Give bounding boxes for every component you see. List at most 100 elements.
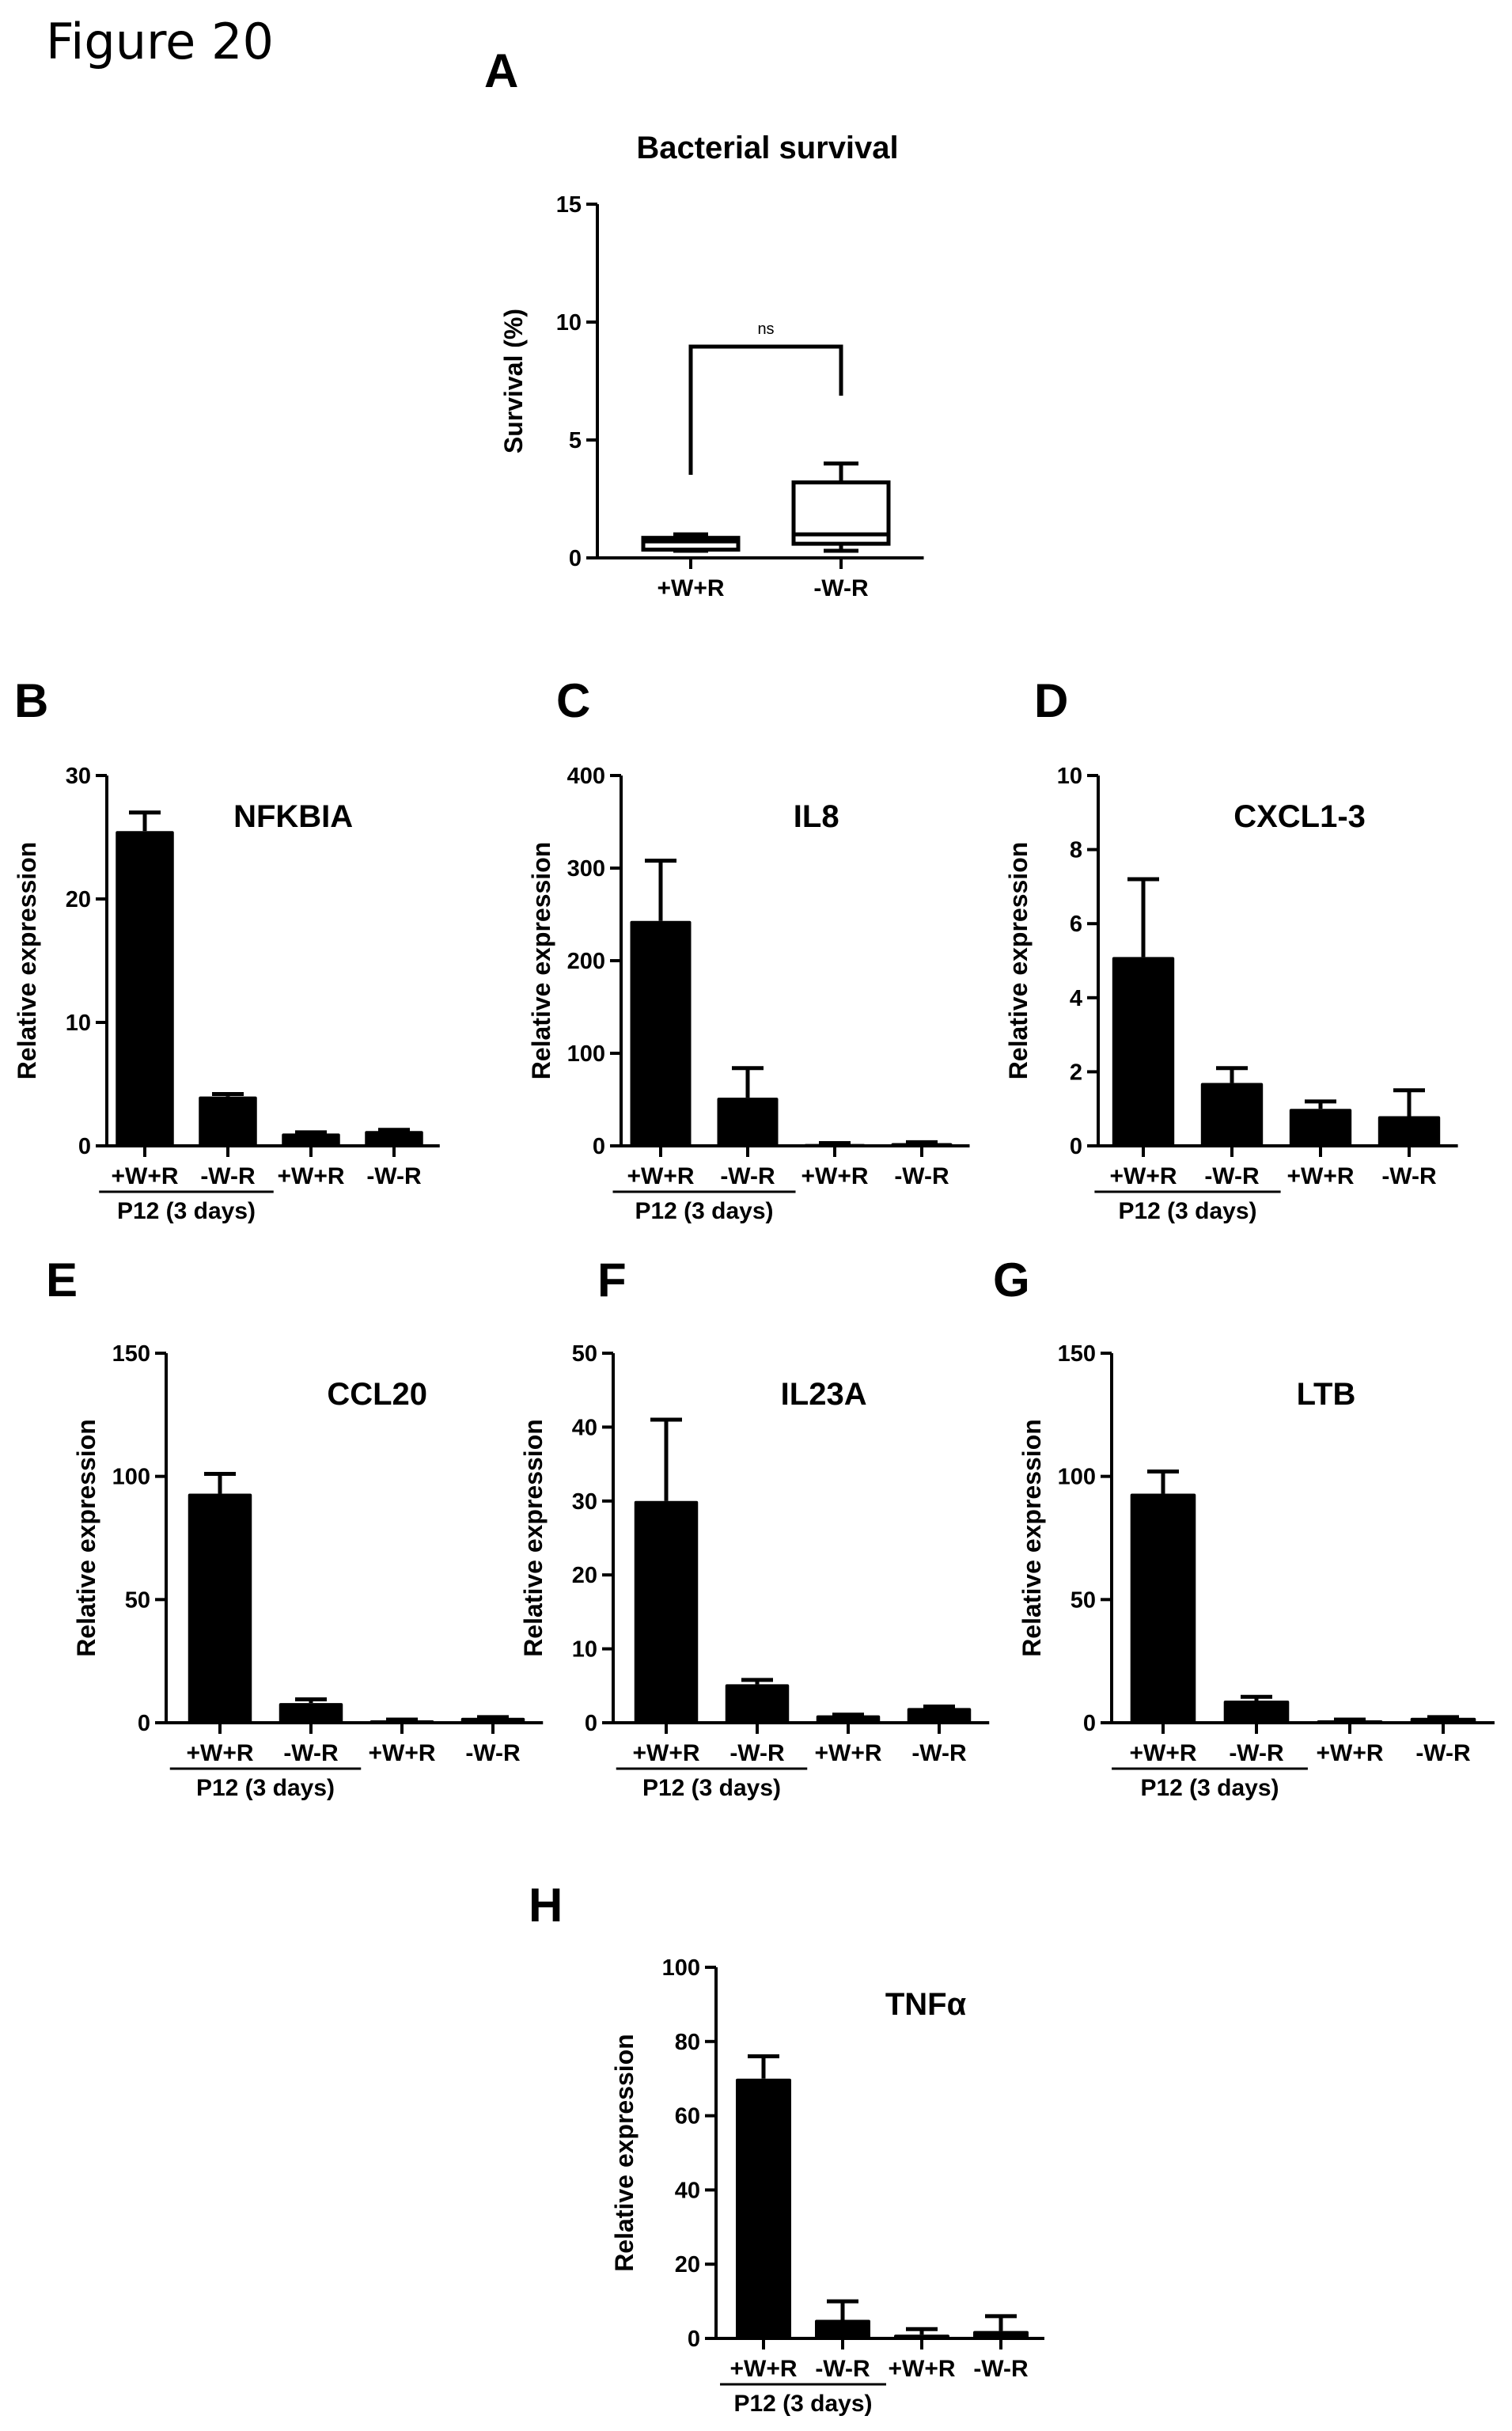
- bar: [736, 2078, 791, 2338]
- x-tick-label: +W+R: [111, 1163, 178, 1189]
- x-tick-label: +W+R: [368, 1740, 435, 1766]
- chart-title: IL23A: [781, 1377, 867, 1412]
- panel-letter: A: [484, 44, 518, 97]
- x-tick-label: +W+R: [277, 1163, 344, 1189]
- panel-letter: B: [14, 674, 48, 727]
- y-tick-label: 5: [569, 428, 582, 453]
- panel-letter: H: [529, 1879, 563, 1932]
- y-tick-label: 10: [66, 1011, 91, 1036]
- x-tick-label: -W-R: [283, 1740, 339, 1766]
- bar: [973, 2330, 1029, 2338]
- x-tick-label: +W+R: [627, 1163, 694, 1189]
- x-tick-label: +W+R: [888, 2356, 955, 2382]
- x-tick-label: +W+R: [632, 1740, 699, 1766]
- bar: [804, 1143, 866, 1147]
- panel-g: G LTB 0 50 100 150 Relative expression +W+R -W-R…: [993, 1253, 1495, 1801]
- panel-d: D CXCL1-3 0 2 4 6 8 10 Relative expression +W+R -W…: [1004, 674, 1458, 1224]
- x-tick-label: +W+R: [1316, 1740, 1383, 1766]
- panel-letter: F: [597, 1253, 627, 1307]
- bar: [1289, 1109, 1352, 1146]
- y-tick-label: 0: [1070, 1134, 1082, 1159]
- bar: [1200, 1083, 1264, 1146]
- y-tick-label: 10: [1057, 764, 1082, 789]
- bar: [460, 1717, 525, 1723]
- y-tick-label: 2: [1070, 1060, 1082, 1085]
- y-tick-label: 30: [66, 764, 91, 789]
- x-tick-label: -W-R: [729, 1740, 785, 1766]
- y-axis-label: Relative expression: [13, 842, 41, 1080]
- y-tick-label: 200: [567, 949, 605, 974]
- y-tick-label: 10: [572, 1637, 597, 1663]
- x-tick-label: +W+R: [186, 1740, 253, 1766]
- y-axis-label: Relative expression: [72, 1419, 100, 1657]
- group-label: P12 (3 days): [1140, 1775, 1279, 1801]
- y-tick-label: 0: [593, 1134, 605, 1159]
- bar: [1112, 957, 1175, 1146]
- y-tick-label: 4: [1070, 986, 1082, 1011]
- bar: [894, 2334, 949, 2338]
- x-tick-label: -W-R: [894, 1163, 949, 1189]
- bar: [1317, 1720, 1383, 1723]
- y-tick-label: 0: [1083, 1711, 1096, 1736]
- bar: [630, 920, 692, 1146]
- bar: [907, 1708, 972, 1723]
- panel-letter: C: [556, 674, 590, 727]
- bar: [369, 1720, 434, 1723]
- chart-title: LTB: [1297, 1377, 1356, 1412]
- bar: [725, 1684, 790, 1723]
- y-tick-label: 0: [688, 2327, 700, 2352]
- significance-label: ns: [757, 320, 774, 338]
- y-tick-label: 150: [112, 1341, 150, 1367]
- panel-letter: D: [1034, 674, 1068, 727]
- x-tick-label: -W-R: [973, 2356, 1029, 2382]
- y-axis-label: Relative expression: [519, 1419, 548, 1657]
- panel-f: F IL23A 0 10 20 30 40 50 Relative expression +W+R…: [519, 1253, 990, 1801]
- y-tick-label: 30: [572, 1489, 597, 1515]
- y-tick-label: 0: [585, 1711, 597, 1736]
- y-tick-label: 20: [66, 887, 91, 912]
- bar: [199, 1096, 257, 1146]
- chart-title: Bacterial survival: [636, 131, 898, 165]
- x-tick-label: -W-R: [911, 1740, 967, 1766]
- bar: [891, 1143, 953, 1146]
- bar: [815, 2319, 870, 2338]
- y-tick-label: 100: [1058, 1465, 1096, 1490]
- y-tick-label: 40: [675, 2178, 700, 2203]
- x-tick-label: -W-R: [720, 1163, 775, 1189]
- panel-b: B NFKBIA 0 10 20 30 Relative expression +W+R -W-…: [13, 674, 440, 1224]
- box-2: [791, 461, 891, 553]
- bar: [116, 831, 174, 1146]
- chart-title: CCL20: [327, 1377, 427, 1412]
- group-label: P12 (3 days): [642, 1775, 781, 1801]
- x-tick-label: -W-R: [465, 1740, 521, 1766]
- y-tick-label: 15: [556, 192, 582, 218]
- y-axis-label: Survival (%): [499, 309, 528, 453]
- x-tick-label: +W+R: [1287, 1163, 1354, 1189]
- y-tick-label: 100: [567, 1041, 605, 1067]
- chart-title: TNFα: [885, 1987, 967, 2022]
- significance-bracket: [688, 344, 843, 475]
- group-label: P12 (3 days): [196, 1775, 335, 1801]
- y-tick-label: 50: [572, 1341, 597, 1367]
- bar: [1410, 1717, 1476, 1723]
- x-tick-label: -W-R: [1381, 1163, 1437, 1189]
- group-label: P12 (3 days): [733, 2391, 872, 2417]
- y-tick-label: 100: [112, 1465, 150, 1490]
- bar: [1130, 1493, 1196, 1723]
- y-tick-label: 20: [572, 1563, 597, 1588]
- bar: [1223, 1700, 1290, 1723]
- panel-letter: G: [993, 1253, 1030, 1307]
- group-label: P12 (3 days): [635, 1198, 773, 1224]
- x-tick-label: -W-R: [813, 575, 869, 601]
- y-tick-label: 0: [569, 546, 582, 571]
- y-tick-label: 150: [1058, 1341, 1096, 1367]
- x-tick-label: -W-R: [200, 1163, 256, 1189]
- panel-letter: E: [46, 1253, 78, 1307]
- y-tick-label: 400: [567, 764, 605, 789]
- x-tick-label: -W-R: [1204, 1163, 1260, 1189]
- chart-title: CXCL1-3: [1233, 799, 1366, 834]
- x-tick-label: -W-R: [1415, 1740, 1471, 1766]
- y-tick-label: 0: [138, 1711, 150, 1736]
- chart-title: IL8: [794, 799, 839, 834]
